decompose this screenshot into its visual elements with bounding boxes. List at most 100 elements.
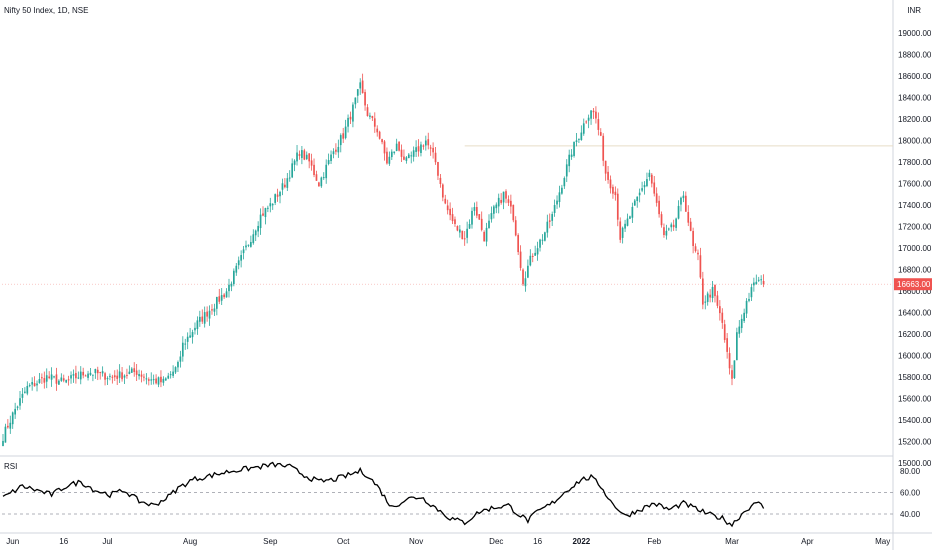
candle xyxy=(84,374,87,377)
time-tick-label: Oct xyxy=(337,537,350,546)
candle xyxy=(89,368,92,376)
time-tick-label: Apr xyxy=(801,537,814,546)
candle xyxy=(2,434,4,447)
candle xyxy=(609,175,612,194)
candle xyxy=(497,193,500,214)
candle xyxy=(237,256,240,270)
candle xyxy=(643,181,646,195)
candle xyxy=(94,368,97,379)
candle xyxy=(726,333,728,359)
candle xyxy=(130,367,133,373)
candle xyxy=(762,274,765,288)
candle xyxy=(719,300,721,321)
candle xyxy=(624,219,626,233)
candle xyxy=(70,371,72,384)
price-tick-label: 16200.00 xyxy=(898,330,932,339)
candle xyxy=(544,231,546,242)
candle xyxy=(281,178,284,196)
candle xyxy=(19,391,21,410)
candle xyxy=(53,375,55,379)
candle xyxy=(390,149,393,161)
candle xyxy=(203,306,206,328)
candle xyxy=(458,225,461,238)
candle xyxy=(106,376,109,386)
candle xyxy=(298,150,301,160)
candle xyxy=(356,89,359,103)
candle xyxy=(24,387,26,394)
rsi-label: RSI xyxy=(4,462,17,471)
rsi-tick-label: 60.00 xyxy=(900,489,921,498)
candle xyxy=(179,350,182,368)
candle xyxy=(16,405,19,411)
candle xyxy=(364,89,366,111)
time-tick-label: Jun xyxy=(6,537,19,546)
candle xyxy=(689,217,692,232)
candle xyxy=(714,284,716,303)
candle xyxy=(174,366,177,374)
candle xyxy=(575,132,578,147)
candle xyxy=(381,138,383,145)
candle xyxy=(87,370,89,381)
candle xyxy=(116,369,119,386)
candle xyxy=(434,146,437,165)
candle xyxy=(680,196,682,212)
candle xyxy=(291,158,294,179)
candle xyxy=(633,198,636,206)
candle xyxy=(728,347,731,375)
candle xyxy=(510,194,512,214)
candle xyxy=(529,249,532,267)
candle xyxy=(109,373,111,381)
time-tick-label: Nov xyxy=(409,537,423,546)
candle xyxy=(339,133,342,153)
candle xyxy=(563,176,566,189)
candle xyxy=(565,159,568,183)
candle xyxy=(257,221,259,238)
candle xyxy=(704,295,707,310)
candle xyxy=(383,140,386,161)
candle xyxy=(9,415,12,434)
candle xyxy=(240,250,242,268)
candle xyxy=(682,191,685,203)
candle xyxy=(398,141,400,152)
candle xyxy=(38,372,41,384)
candle xyxy=(570,149,573,160)
candle xyxy=(519,245,522,271)
candle xyxy=(60,373,63,382)
candle xyxy=(276,188,279,202)
candle xyxy=(587,114,590,129)
candle xyxy=(548,213,551,229)
candle xyxy=(14,402,16,419)
candle xyxy=(7,419,9,429)
currency-label: INR xyxy=(907,6,921,15)
candle xyxy=(456,225,459,232)
candle xyxy=(687,205,690,227)
last-price-label: 16663.00 xyxy=(897,280,931,289)
candle xyxy=(568,149,571,173)
candle xyxy=(612,184,614,199)
candle xyxy=(250,235,252,248)
candle xyxy=(648,169,651,181)
candle xyxy=(478,213,481,220)
candle xyxy=(745,298,748,318)
candle xyxy=(595,106,597,124)
candle xyxy=(590,110,592,125)
candle xyxy=(485,222,488,247)
candle xyxy=(471,207,473,229)
time-tick-label: 16 xyxy=(59,537,68,546)
candle xyxy=(152,374,155,385)
candle xyxy=(366,104,369,117)
candle xyxy=(322,172,325,180)
candle xyxy=(736,327,738,361)
candle xyxy=(269,197,272,213)
price-tick-label: 15600.00 xyxy=(898,395,932,404)
candle xyxy=(619,217,622,243)
candle xyxy=(646,172,648,188)
candle xyxy=(670,222,673,232)
candle xyxy=(28,383,31,388)
candle xyxy=(189,327,191,338)
candle xyxy=(760,275,763,285)
candle xyxy=(578,138,580,144)
time-tick-label: 2022 xyxy=(572,537,590,546)
candle xyxy=(191,329,194,344)
